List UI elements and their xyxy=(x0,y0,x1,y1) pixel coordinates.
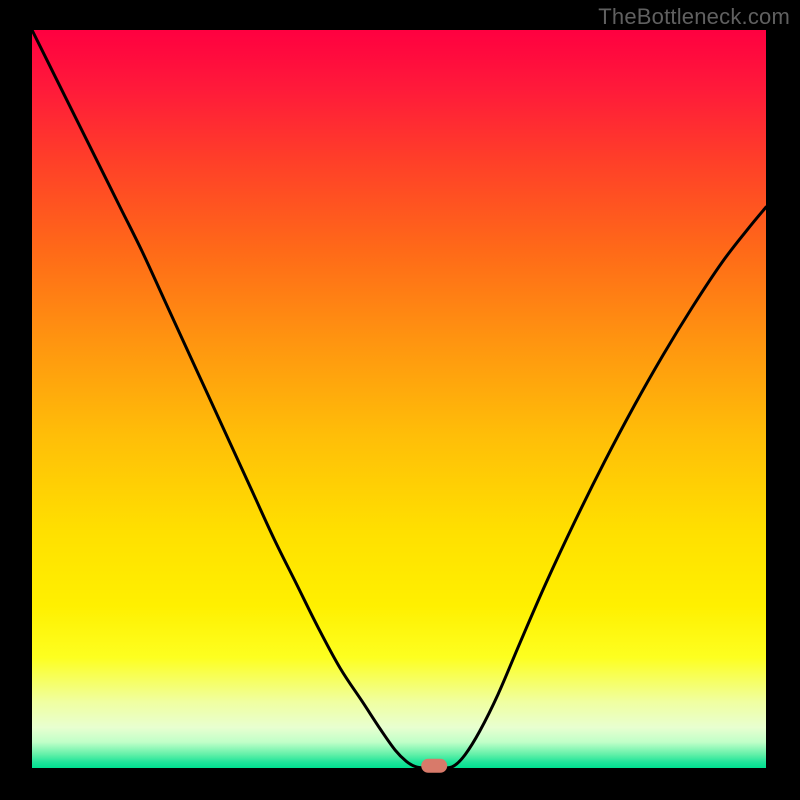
optimal-marker xyxy=(421,759,447,773)
watermark-text: TheBottleneck.com xyxy=(598,4,790,30)
bottleneck-chart xyxy=(0,0,800,800)
plot-area xyxy=(32,30,766,768)
